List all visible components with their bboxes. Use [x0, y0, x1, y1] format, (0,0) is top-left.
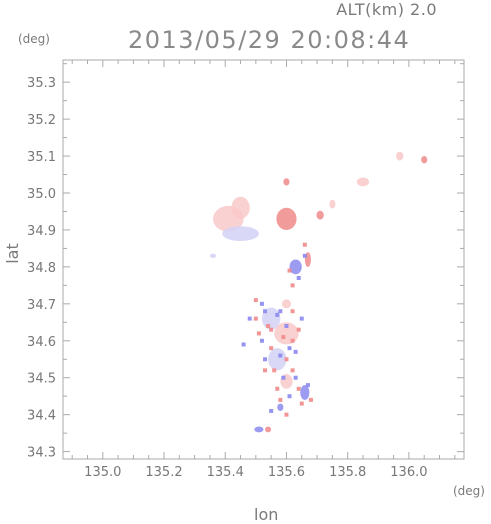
y-unit-label: (deg)	[18, 32, 50, 46]
echo-point-23	[263, 357, 268, 362]
echo-point-39	[308, 397, 313, 402]
echo-point-12	[293, 349, 298, 354]
echo-point-20	[299, 401, 304, 406]
echo-point-41	[287, 346, 292, 351]
x-tick-label-1: 135.2	[145, 465, 182, 480]
x-tick-label-2: 135.4	[207, 465, 244, 480]
y-tick-label-5: 34.8	[27, 261, 56, 276]
echo-point-25	[247, 316, 252, 321]
echo-point-40	[278, 397, 283, 402]
echo-blob-8	[396, 151, 404, 161]
y-tick-label-7: 35.0	[27, 187, 56, 202]
echo-point-5	[284, 324, 289, 328]
echo-blob-1	[231, 196, 250, 219]
echo-point-29	[302, 253, 307, 258]
y-tick-label-8: 35.1	[27, 150, 56, 165]
echo-point-42	[266, 324, 271, 328]
echo-point-14	[281, 375, 286, 380]
echo-blob-18	[300, 385, 310, 400]
echo-point-21	[269, 408, 274, 413]
echo-point-27	[287, 268, 292, 273]
altitude-label: ALT(km) 2.0	[336, 0, 437, 19]
y-tick-label-2: 34.5	[27, 372, 56, 387]
echo-blob-19	[277, 403, 284, 411]
plot-area	[209, 151, 428, 433]
echo-point-37	[263, 368, 268, 373]
x-tick-label-4: 135.8	[329, 465, 366, 480]
echo-point-18	[296, 386, 301, 391]
echo-point-26	[241, 342, 246, 347]
echo-point-19	[305, 383, 310, 388]
x-tick-label-5: 136.0	[390, 465, 427, 480]
y-tick-label-6: 34.9	[27, 224, 56, 239]
echo-blob-7	[356, 177, 370, 187]
x-unit-label: (deg)	[453, 484, 485, 498]
axes: 135.0 135.2 135.4 135.6 135.8 136.0 34.3 34.4 34…	[27, 59, 465, 480]
echo-point-6	[290, 338, 295, 343]
echo-point-9	[269, 346, 274, 351]
echo-blob-11	[289, 259, 302, 275]
echo-point-24	[256, 331, 261, 336]
echo-point-8	[259, 338, 264, 343]
echo-point-2	[269, 327, 274, 332]
echo-point-16	[275, 386, 280, 391]
echo-point-15	[290, 368, 295, 373]
y-tick-label-3: 34.6	[27, 335, 56, 350]
y-tick-label-1: 34.4	[27, 409, 56, 424]
echo-point-36	[299, 316, 304, 321]
echo-point-31	[302, 242, 307, 247]
y-tick-label-9: 35.2	[27, 113, 56, 128]
x-tick-label-0: 135.0	[84, 465, 121, 480]
echo-blob-6	[329, 199, 336, 209]
x-axis-label: lon	[254, 505, 279, 524]
echo-blob-4	[283, 178, 290, 186]
y-tick-label-4: 34.7	[27, 298, 56, 313]
echo-blob-13	[281, 299, 292, 309]
echo-blob-16	[268, 348, 287, 371]
echo-point-35	[290, 309, 295, 314]
echo-blob-20	[254, 426, 264, 433]
echo-blob-3	[276, 207, 297, 230]
echo-point-38	[293, 375, 298, 380]
echo-point-1	[263, 309, 268, 314]
y-tick-label-0: 34.3	[27, 446, 56, 461]
x-tick-label-3: 135.6	[268, 465, 305, 480]
echo-point-30	[290, 283, 295, 288]
echo-point-11	[284, 357, 289, 362]
echo-blob-10	[209, 253, 217, 259]
echo-point-7	[296, 327, 301, 332]
echo-blob-9	[421, 156, 428, 164]
echo-point-10	[278, 353, 283, 358]
plot-frame	[62, 59, 465, 460]
echo-point-34	[259, 301, 264, 306]
echo-point-32	[278, 309, 283, 314]
echo-blob-21	[265, 426, 272, 433]
echo-point-0	[253, 316, 258, 321]
echo-point-4	[281, 335, 286, 340]
echo-point-3	[275, 312, 280, 317]
echo-point-28	[296, 275, 301, 280]
echo-point-22	[284, 412, 289, 417]
y-tick-label-10: 35.3	[27, 76, 56, 91]
echo-point-17	[287, 394, 292, 399]
echo-point-33	[253, 298, 258, 303]
echo-blob-2	[222, 226, 259, 242]
echo-point-13	[272, 368, 277, 373]
chart-title-datetime: 2013/05/29 20:08:44	[128, 26, 411, 54]
echo-blob-5	[316, 210, 324, 220]
